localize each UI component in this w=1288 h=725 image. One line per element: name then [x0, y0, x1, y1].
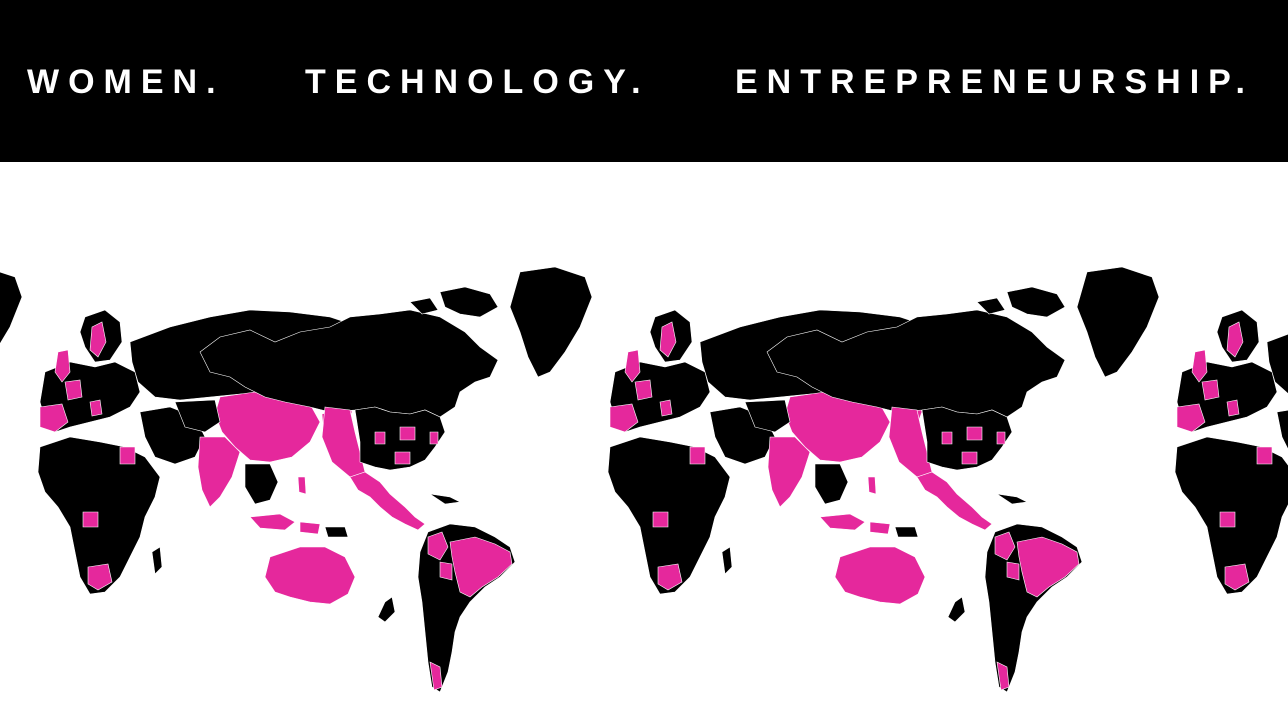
tagline-word-technology: TECHNOLOGY.	[305, 63, 650, 101]
tagline-word-women: WOMEN.	[27, 63, 225, 101]
world-map-svg: .land { fill: #000000; stroke: #ffffff; …	[0, 266, 1288, 693]
tagline-banner: WOMEN. TECHNOLOGY. ENTREPRENEURSHIP.	[0, 0, 1288, 162]
tagline-word-entrepreneurship: ENTREPRENEURSHIP.	[735, 63, 1254, 101]
world-map-strip: .land { fill: #000000; stroke: #ffffff; …	[0, 162, 1288, 725]
world-map-tile-2	[199, 266, 966, 693]
